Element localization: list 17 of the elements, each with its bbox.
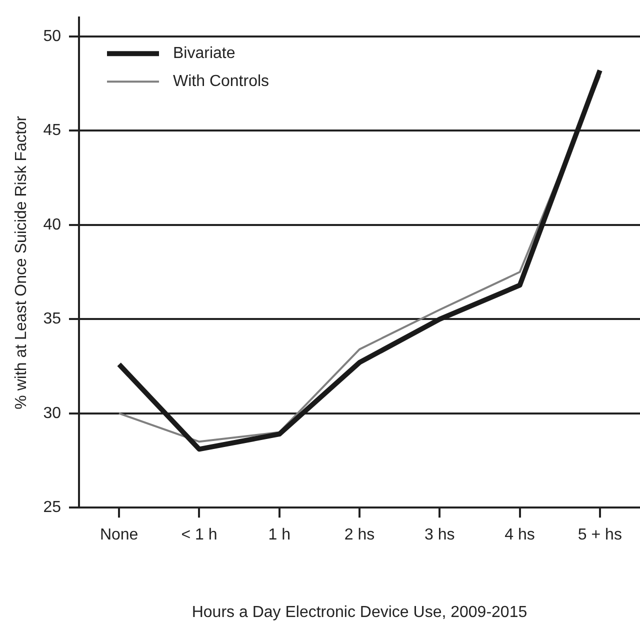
y-axis-title: % with at Least Once Suicide Risk Factor [13,115,30,410]
y-tick-label: 45 [43,122,62,140]
x-tick-label: 3 hs [424,526,455,544]
y-tick-label: 25 [43,499,62,516]
x-axis-title: Hours a Day Electronic Device Use, 2009-2015 [192,604,528,621]
y-tick-label: 35 [43,310,62,328]
y-tick-label: 40 [43,216,62,234]
x-tick-label: None [100,526,138,544]
x-tick-label: 5 + hs [578,526,622,544]
legend-label: With Controls [172,73,270,90]
y-tick-label: 30 [43,404,62,422]
x-tick-label: 1 h [268,526,290,544]
x-tick-label: 2 hs [344,526,375,544]
x-tick-label: < 1 h [181,526,218,544]
legend-label: Bivariate [172,45,236,62]
y-tick-label: 50 [43,28,62,45]
x-tick-label: 4 hs [504,526,535,544]
